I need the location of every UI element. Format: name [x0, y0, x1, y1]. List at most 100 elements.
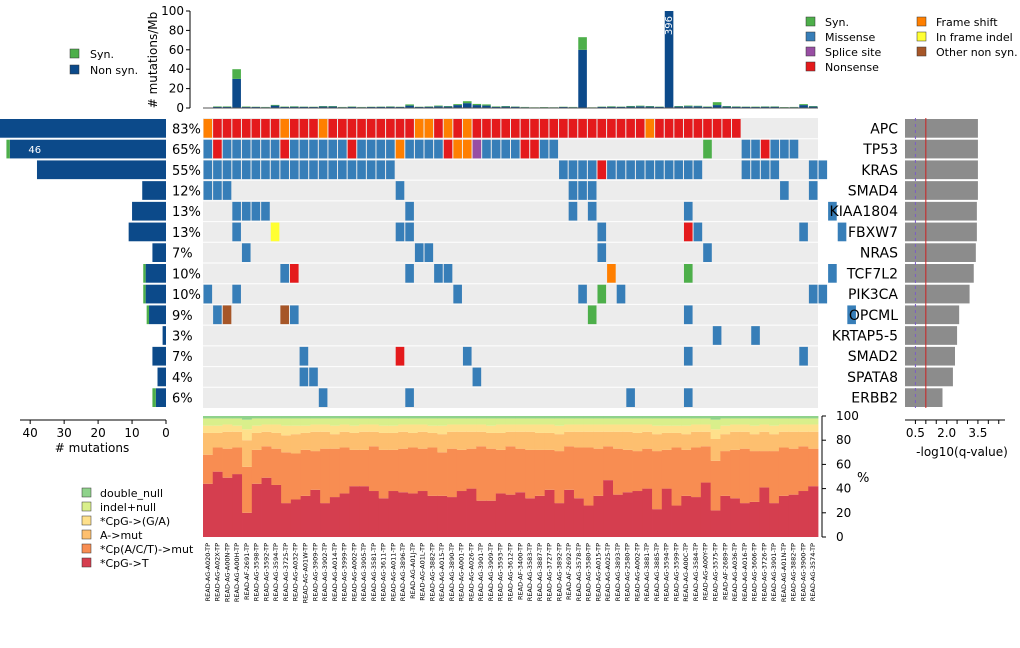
- spectrum-segment: [212, 416, 223, 419]
- spectrum-segment: [525, 424, 536, 432]
- spectrum-segment: [359, 418, 370, 425]
- spectrum-segment: [642, 448, 653, 489]
- matrix-cell-missense: [251, 160, 261, 180]
- gene-label: KRAS: [861, 163, 898, 179]
- spectrum-segment: [593, 495, 604, 537]
- spectrum-segment: [652, 451, 663, 510]
- rate-bar-syn: [683, 105, 693, 107]
- sample-label: READ-AG-3606-TP: [751, 543, 759, 601]
- qvalue-bar: [905, 119, 978, 138]
- matrix-cell-missense: [693, 160, 703, 180]
- sample-label: READ-AG-2580-TP: [624, 543, 632, 601]
- spectrum-segment: [447, 416, 458, 419]
- sample-label: READ-AG-3611-TP: [380, 543, 388, 601]
- matrix-cell-missense: [299, 346, 309, 366]
- mutation-legend-swatch: [916, 46, 927, 57]
- spectrum-segment: [739, 416, 751, 419]
- sample-label: READ-AG-3581-TP: [370, 543, 378, 601]
- rate-bar-nonsyn: [722, 106, 732, 109]
- spectrum-segment: [232, 425, 243, 432]
- percent-label: 12%: [172, 185, 201, 200]
- spectrum-segment: [710, 438, 721, 461]
- sample-label: READ-AG-A020-TP: [204, 543, 212, 601]
- spectrum-segment: [681, 449, 692, 496]
- spectrum-segment: [525, 449, 536, 499]
- matrix-cell-missense: [357, 139, 366, 159]
- spectrum-segment: [271, 416, 282, 419]
- spectrum-segment: [320, 503, 331, 537]
- matrix-cell-missense: [405, 388, 414, 407]
- spectrum-segment: [232, 447, 243, 475]
- spectrum-segment: [271, 448, 282, 485]
- spectrum-segment: [515, 418, 526, 425]
- spectrum-segment: [398, 418, 409, 425]
- sample-label: READ-AG-3593-TP: [497, 543, 505, 601]
- sample-label: READ-AF-2692-TP: [565, 543, 573, 600]
- spectrum-segment: [261, 416, 272, 419]
- spectrum-segment: [710, 510, 721, 537]
- spectrum-segment: [613, 494, 624, 537]
- mutation-legend-label: Missense: [825, 31, 875, 44]
- spectrum-segment: [251, 432, 262, 450]
- spectrum-segment: [466, 424, 477, 432]
- matrix-cell-missense: [597, 222, 607, 242]
- spectrum-segment: [573, 416, 585, 419]
- spectrum-segment: [642, 488, 653, 537]
- spectrum-segment: [290, 418, 302, 426]
- spectrum-segment: [388, 416, 399, 419]
- spectrum-segment: [466, 418, 477, 425]
- matrix-cell-missense: [232, 284, 241, 304]
- spectrum-segment: [368, 431, 380, 447]
- spectrum-segment: [300, 425, 311, 433]
- rate-bar-nonsyn: [501, 106, 510, 109]
- spectrum-segment: [505, 424, 516, 432]
- qvalue-panel: 0.5 2.0 3.5 -log10(q-value): [904, 118, 1010, 459]
- matrix-cell-missense: [751, 326, 760, 345]
- rate-bar-syn: [453, 104, 462, 106]
- gene-bar-nonsyn: [162, 326, 166, 345]
- matrix-cell-missense: [203, 284, 213, 304]
- matrix-cell-missense: [597, 243, 607, 262]
- matrix-cell-frameshift: [462, 139, 472, 159]
- matrix-cell-missense: [683, 201, 693, 221]
- spectrum-segment: [534, 495, 546, 537]
- matrix-cell-missense: [203, 139, 213, 159]
- spectrum-segment: [534, 449, 546, 496]
- spectrum-segment: [495, 418, 507, 425]
- sample-label: READ-AG-A014-TP: [331, 543, 339, 601]
- matrix-cell-missense: [683, 160, 693, 180]
- matrix-cell-nonsense: [453, 119, 462, 138]
- matrix-cell-nonsense: [309, 119, 318, 138]
- spectrum-segment: [788, 448, 799, 495]
- spectrum-segment: [495, 449, 507, 494]
- spectrum-segment: [505, 446, 516, 495]
- spectrum-segment: [320, 416, 331, 419]
- matrix-cell-nonsense: [434, 119, 443, 138]
- rate-bar-nonsyn: [741, 106, 751, 108]
- spectrum-segment: [720, 495, 731, 537]
- sample-label: READ-AG-A026-TP: [468, 543, 476, 601]
- spectrum-segment: [212, 471, 223, 537]
- gene-bar-nonsyn: [132, 201, 166, 221]
- percent-label: 83%: [172, 122, 201, 137]
- spectrum-segment: [749, 425, 760, 435]
- spectrum-segment: [603, 424, 614, 432]
- sample-label: READ-AG-3887-TP: [536, 543, 544, 601]
- spectrum-segment: [554, 434, 565, 452]
- sample-label: READ-AF-3400-TP: [516, 543, 524, 600]
- spectrum-segment: [642, 424, 653, 432]
- matrix-cell-missense: [760, 160, 770, 180]
- spectrum-segment: [466, 416, 477, 419]
- matrix-cell-nonsense: [712, 119, 722, 138]
- spectrum-segment: [203, 454, 214, 484]
- spectrum-segment: [437, 495, 448, 537]
- matrix-cell-missense: [799, 346, 808, 366]
- mutation-legend-swatch: [916, 31, 927, 42]
- spectrum-segment: [310, 489, 321, 537]
- sample-label: READ-AG-3905-TP: [360, 543, 368, 601]
- spectrum-segment: [359, 449, 370, 487]
- spectrum-segment: [671, 505, 682, 537]
- gene-axis-title: # mutations: [55, 441, 129, 455]
- spectrum-segment: [564, 446, 575, 490]
- spectrum-segment: [310, 451, 321, 490]
